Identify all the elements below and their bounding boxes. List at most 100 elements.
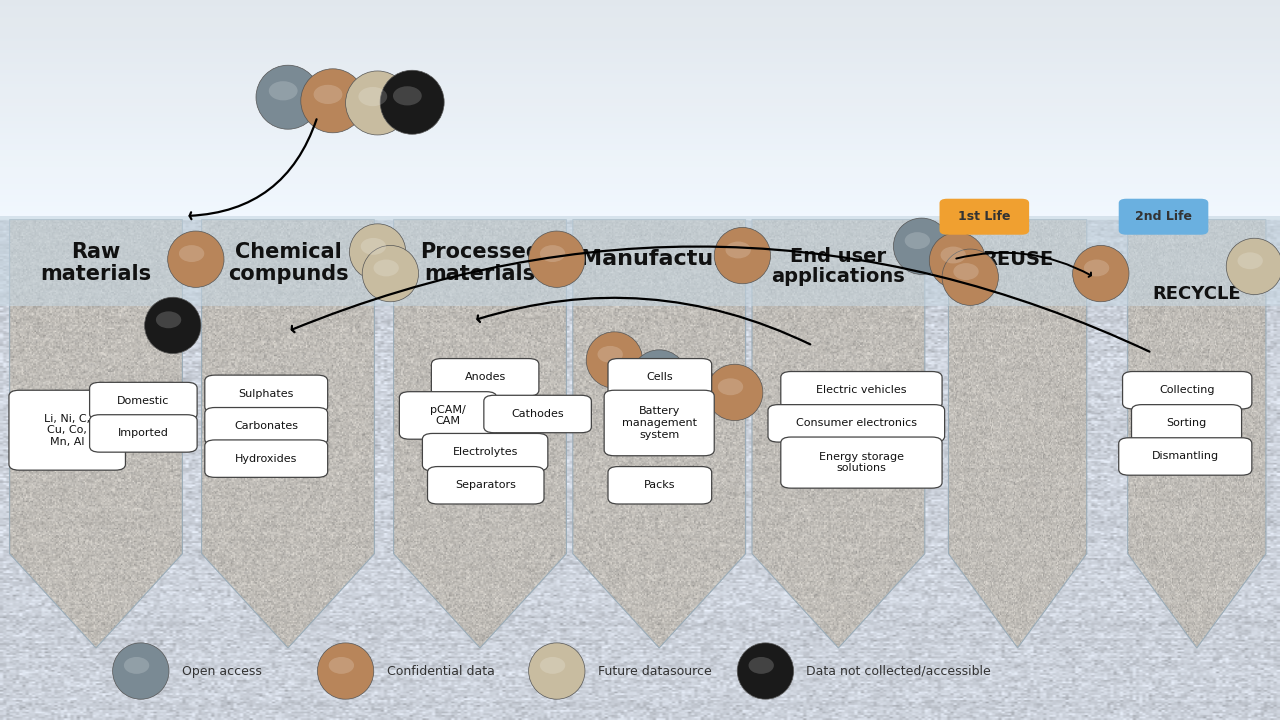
Ellipse shape: [529, 643, 585, 699]
Text: Separators: Separators: [456, 480, 516, 490]
Ellipse shape: [179, 245, 205, 262]
FancyBboxPatch shape: [604, 390, 714, 456]
Ellipse shape: [314, 85, 343, 104]
Ellipse shape: [156, 311, 182, 328]
Ellipse shape: [643, 364, 668, 381]
Text: Anodes: Anodes: [465, 372, 506, 382]
Ellipse shape: [707, 364, 763, 420]
FancyBboxPatch shape: [608, 467, 712, 504]
Ellipse shape: [631, 350, 687, 406]
Ellipse shape: [145, 297, 201, 354]
FancyBboxPatch shape: [431, 359, 539, 396]
FancyBboxPatch shape: [608, 359, 712, 396]
Text: Sorting: Sorting: [1166, 418, 1207, 428]
Ellipse shape: [113, 643, 169, 699]
Ellipse shape: [941, 246, 966, 264]
Text: REUSE: REUSE: [982, 250, 1053, 269]
Text: Electric vehicles: Electric vehicles: [817, 385, 906, 395]
Ellipse shape: [124, 657, 150, 674]
Ellipse shape: [1073, 246, 1129, 302]
Text: Consumer electronics: Consumer electronics: [796, 418, 916, 428]
FancyBboxPatch shape: [1123, 372, 1252, 409]
FancyBboxPatch shape: [781, 437, 942, 488]
FancyBboxPatch shape: [422, 433, 548, 471]
Ellipse shape: [540, 245, 566, 262]
FancyBboxPatch shape: [90, 382, 197, 420]
Text: pCAM/
CAM: pCAM/ CAM: [430, 405, 466, 426]
FancyBboxPatch shape: [0, 216, 1280, 306]
Text: Data not collected/accessible: Data not collected/accessible: [806, 665, 991, 678]
Ellipse shape: [393, 86, 422, 105]
Ellipse shape: [362, 246, 419, 302]
Text: Future datasource: Future datasource: [598, 665, 712, 678]
Text: Dismantling: Dismantling: [1152, 451, 1219, 462]
Text: Sulphates: Sulphates: [238, 389, 294, 399]
Ellipse shape: [942, 249, 998, 305]
Ellipse shape: [675, 378, 700, 395]
Ellipse shape: [358, 87, 388, 106]
Ellipse shape: [1226, 238, 1280, 294]
Text: Processed
materials: Processed materials: [420, 242, 540, 284]
FancyBboxPatch shape: [781, 372, 942, 409]
Ellipse shape: [301, 69, 365, 132]
Ellipse shape: [749, 657, 774, 674]
Text: Open access: Open access: [182, 665, 261, 678]
Ellipse shape: [893, 218, 950, 274]
Ellipse shape: [718, 378, 744, 395]
Text: RECYCLE: RECYCLE: [1152, 285, 1242, 303]
Text: Chemical
compunds: Chemical compunds: [228, 242, 348, 284]
Text: 2nd Life: 2nd Life: [1135, 210, 1192, 223]
FancyBboxPatch shape: [90, 415, 197, 452]
FancyBboxPatch shape: [1132, 405, 1242, 442]
FancyBboxPatch shape: [1119, 199, 1208, 235]
FancyBboxPatch shape: [9, 390, 125, 470]
Ellipse shape: [168, 231, 224, 287]
Text: Energy storage
solutions: Energy storage solutions: [819, 452, 904, 474]
FancyBboxPatch shape: [940, 199, 1029, 235]
Text: Cathodes: Cathodes: [511, 409, 564, 419]
Ellipse shape: [317, 643, 374, 699]
Ellipse shape: [737, 643, 794, 699]
Ellipse shape: [380, 71, 444, 134]
Ellipse shape: [714, 228, 771, 284]
Text: Collecting: Collecting: [1160, 385, 1215, 395]
Ellipse shape: [1084, 259, 1110, 276]
FancyBboxPatch shape: [205, 408, 328, 445]
Ellipse shape: [598, 346, 623, 363]
Text: Electrolytes: Electrolytes: [452, 447, 518, 457]
Ellipse shape: [529, 231, 585, 287]
Ellipse shape: [349, 224, 406, 280]
Text: Imported: Imported: [118, 428, 169, 438]
Ellipse shape: [1238, 252, 1263, 269]
Text: Raw
materials: Raw materials: [41, 242, 151, 284]
Text: Confidential data: Confidential data: [387, 665, 494, 678]
Ellipse shape: [586, 332, 643, 388]
Text: Cells: Cells: [646, 372, 673, 382]
FancyBboxPatch shape: [205, 375, 328, 413]
Text: Battery
management
system: Battery management system: [622, 406, 696, 440]
Ellipse shape: [269, 81, 297, 100]
FancyBboxPatch shape: [205, 440, 328, 477]
Text: 1st Life: 1st Life: [957, 210, 1011, 223]
FancyBboxPatch shape: [1119, 438, 1252, 475]
Ellipse shape: [540, 657, 566, 674]
FancyBboxPatch shape: [428, 467, 544, 504]
Ellipse shape: [905, 232, 931, 249]
Ellipse shape: [374, 259, 399, 276]
Ellipse shape: [929, 233, 986, 289]
Ellipse shape: [726, 241, 751, 258]
Ellipse shape: [346, 71, 410, 135]
Ellipse shape: [361, 238, 387, 255]
Text: Hydroxides: Hydroxides: [236, 454, 297, 464]
Text: Li, Ni, C,
Cu, Co,
Mn, Al: Li, Ni, C, Cu, Co, Mn, Al: [44, 413, 91, 447]
Text: Manufacture: Manufacture: [580, 249, 739, 269]
Text: Domestic: Domestic: [118, 396, 169, 406]
Ellipse shape: [954, 263, 979, 280]
Ellipse shape: [256, 66, 320, 129]
Text: Carbonates: Carbonates: [234, 421, 298, 431]
Text: End user
applications: End user applications: [772, 247, 905, 286]
FancyBboxPatch shape: [399, 392, 497, 439]
Text: Packs: Packs: [644, 480, 676, 490]
Ellipse shape: [663, 364, 719, 420]
Ellipse shape: [329, 657, 355, 674]
